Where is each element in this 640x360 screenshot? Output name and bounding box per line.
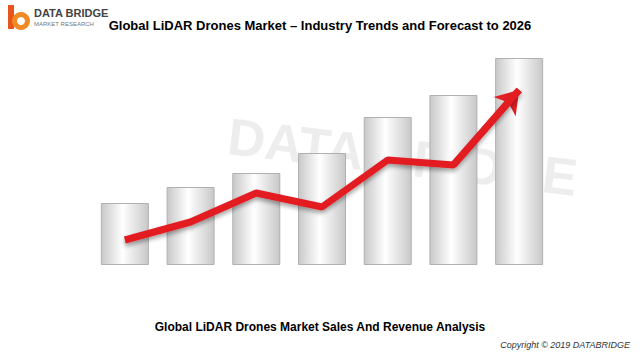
svg-text:Global LiDAR Drones Market – I: Global LiDAR Drones Market – Industry Tr… — [109, 18, 532, 33]
svg-text:Copyright © 2019 DATABRIDGE: Copyright © 2019 DATABRIDGE — [500, 340, 631, 350]
svg-text:DATA BRIDGE: DATA BRIDGE — [34, 7, 108, 19]
svg-text:Global LiDAR Drones Market Sal: Global LiDAR Drones Market Sales And Rev… — [155, 320, 486, 334]
svg-text:MARKET RESEARCH: MARKET RESEARCH — [34, 21, 94, 27]
